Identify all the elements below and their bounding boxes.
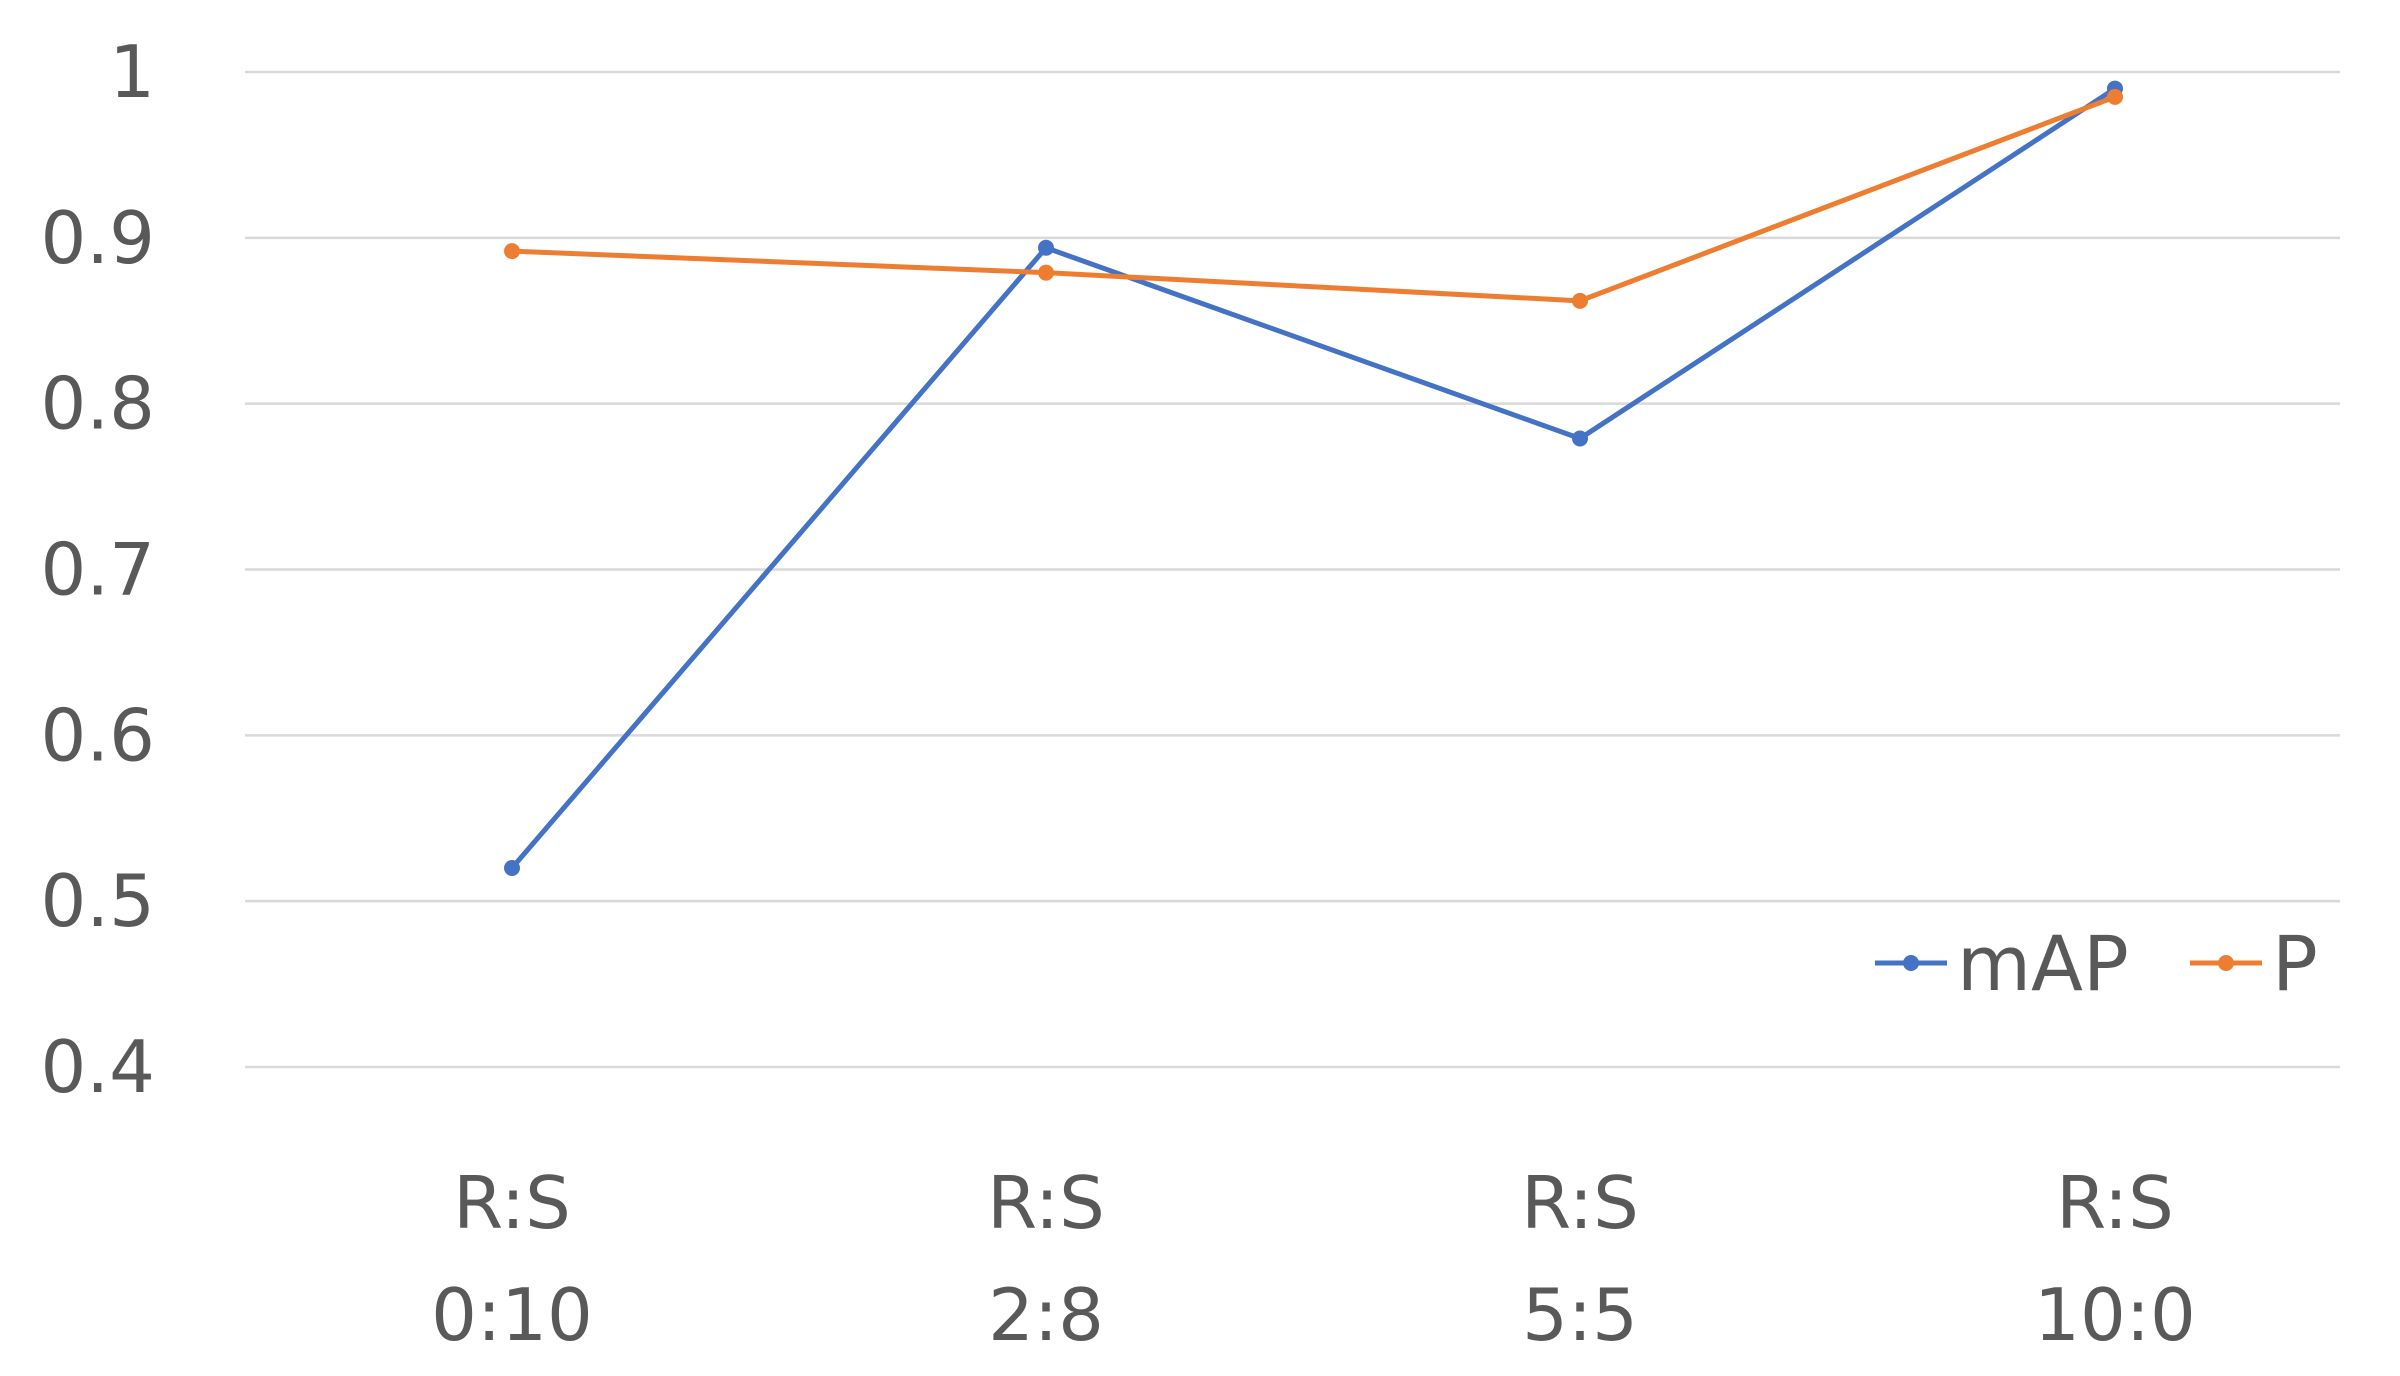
x-axis-tick-labels: R:S 0:10 R:S 2:8 R:S 5:5 R:S 10:0 [431, 1161, 2196, 1357]
y-tick-label: 0.7 [40, 528, 155, 612]
data-point-map [1572, 430, 1588, 447]
x-tick-label: R:S [2056, 1161, 2174, 1245]
y-tick-label: 1 [109, 30, 155, 114]
y-tick-label: 0.4 [40, 1025, 155, 1109]
legend-label: mAP [1957, 919, 2129, 1008]
legend: mAP P [1875, 919, 2318, 1008]
data-point-p [504, 243, 520, 260]
legend-marker [1903, 955, 1919, 971]
data-point-p [1572, 292, 1588, 309]
data-point-map [504, 860, 520, 876]
x-tick-label: R:S [453, 1161, 571, 1245]
series-line-p [509, 94, 2118, 304]
x-tick-label: 10:0 [2034, 1273, 2196, 1357]
data-point-map [1038, 239, 1054, 256]
y-tick-label: 0.6 [40, 693, 155, 777]
x-tick-label: R:S [987, 1161, 1105, 1245]
x-tick-label: 5:5 [1522, 1273, 1638, 1357]
data-point-p [1038, 264, 1054, 281]
x-tick-label: 2:8 [988, 1273, 1104, 1357]
x-tick-label: R:S [1521, 1161, 1639, 1245]
legend-item-map: mAP [1875, 919, 2129, 1008]
legend-item-p: P [2190, 919, 2318, 1008]
data-point-p [2107, 88, 2123, 105]
series-line-map [509, 86, 2118, 871]
y-axis-tick-labels: 0.4 0.5 0.6 0.7 0.8 0.9 1 [40, 30, 155, 1109]
gridlines [245, 70, 2340, 1069]
y-tick-label: 0.8 [40, 362, 155, 446]
x-tick-label: 0:10 [431, 1273, 593, 1357]
legend-label: P [2272, 919, 2318, 1008]
legend-marker [2218, 955, 2234, 971]
series-lines [504, 80, 2123, 876]
y-tick-label: 0.9 [40, 196, 155, 280]
y-tick-label: 0.5 [40, 859, 155, 943]
